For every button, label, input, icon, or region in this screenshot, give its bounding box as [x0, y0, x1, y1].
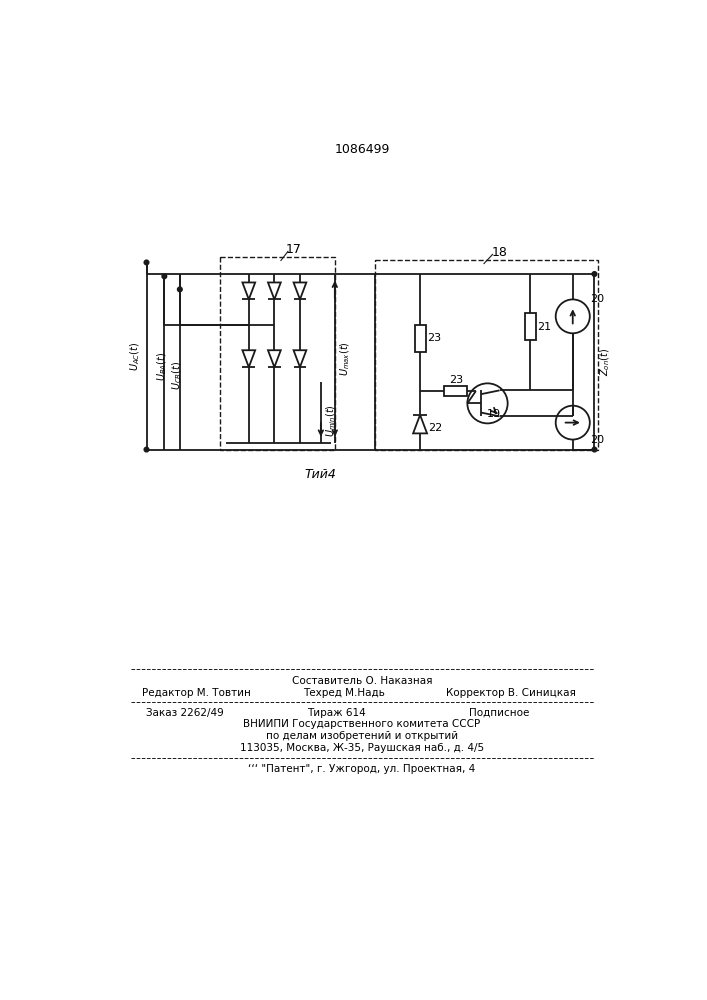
Text: ВНИИПИ Государственного комитета СССР: ВНИИПИ Государственного комитета СССР	[243, 719, 481, 729]
Text: Корректор В. Синицкая: Корректор В. Синицкая	[446, 688, 575, 698]
Text: 20: 20	[590, 294, 604, 304]
Polygon shape	[293, 282, 306, 299]
Text: 22: 22	[428, 423, 443, 433]
Bar	[414, 325, 426, 352]
Text: 21: 21	[537, 322, 551, 332]
Bar	[444, 386, 467, 396]
Polygon shape	[268, 282, 281, 299]
Text: $U_{max}(t)$: $U_{max}(t)$	[338, 341, 351, 376]
Circle shape	[592, 272, 597, 276]
Circle shape	[177, 287, 182, 292]
Text: Тираж 614: Тираж 614	[307, 708, 366, 718]
Polygon shape	[413, 415, 427, 433]
Text: 19: 19	[486, 409, 501, 419]
Text: 23: 23	[449, 375, 463, 385]
Text: Техред М.Надь: Техред М.Надь	[303, 688, 385, 698]
Circle shape	[144, 447, 149, 452]
Circle shape	[467, 383, 508, 423]
Text: 1086499: 1086499	[334, 143, 390, 156]
Circle shape	[592, 447, 597, 452]
Circle shape	[556, 406, 590, 440]
Text: $U_{AC}(t)$: $U_{AC}(t)$	[129, 341, 142, 371]
Polygon shape	[293, 350, 306, 367]
Text: 18: 18	[491, 246, 507, 259]
Text: 23: 23	[427, 333, 441, 343]
Text: Заказ 2262/49: Заказ 2262/49	[146, 708, 224, 718]
Text: 113035, Москва, Ж-35, Раушская наб., д. 4/5: 113035, Москва, Ж-35, Раушская наб., д. …	[240, 743, 484, 753]
Text: Редактор М. Товтин: Редактор М. Товтин	[142, 688, 251, 698]
Text: 20: 20	[590, 435, 604, 445]
Text: $Z_{on}(t)$: $Z_{on}(t)$	[599, 348, 612, 376]
Circle shape	[556, 299, 590, 333]
Polygon shape	[268, 350, 281, 367]
Bar	[375, 260, 598, 450]
Bar	[220, 257, 335, 450]
Text: $U_{CB}(t)$: $U_{CB}(t)$	[170, 361, 185, 390]
Text: 17: 17	[286, 243, 302, 256]
Text: Τий4: Τий4	[305, 468, 337, 481]
Text: $U_{min}(t)$: $U_{min}(t)$	[324, 404, 338, 437]
Polygon shape	[243, 282, 255, 299]
Text: Подписное: Подписное	[469, 708, 530, 718]
Text: по делам изобретений и открытий: по делам изобретений и открытий	[266, 731, 458, 741]
Circle shape	[162, 274, 167, 279]
Bar	[525, 313, 535, 340]
Polygon shape	[243, 350, 255, 367]
Circle shape	[144, 260, 149, 265]
Text: ‘‘‘ "Патент", г. Ужгород, ул. Проектная, 4: ‘‘‘ "Патент", г. Ужгород, ул. Проектная,…	[248, 764, 476, 774]
Text: $U_{BA}(t)$: $U_{BA}(t)$	[156, 352, 169, 381]
Text: Составитель О. Наказная: Составитель О. Наказная	[292, 676, 432, 686]
